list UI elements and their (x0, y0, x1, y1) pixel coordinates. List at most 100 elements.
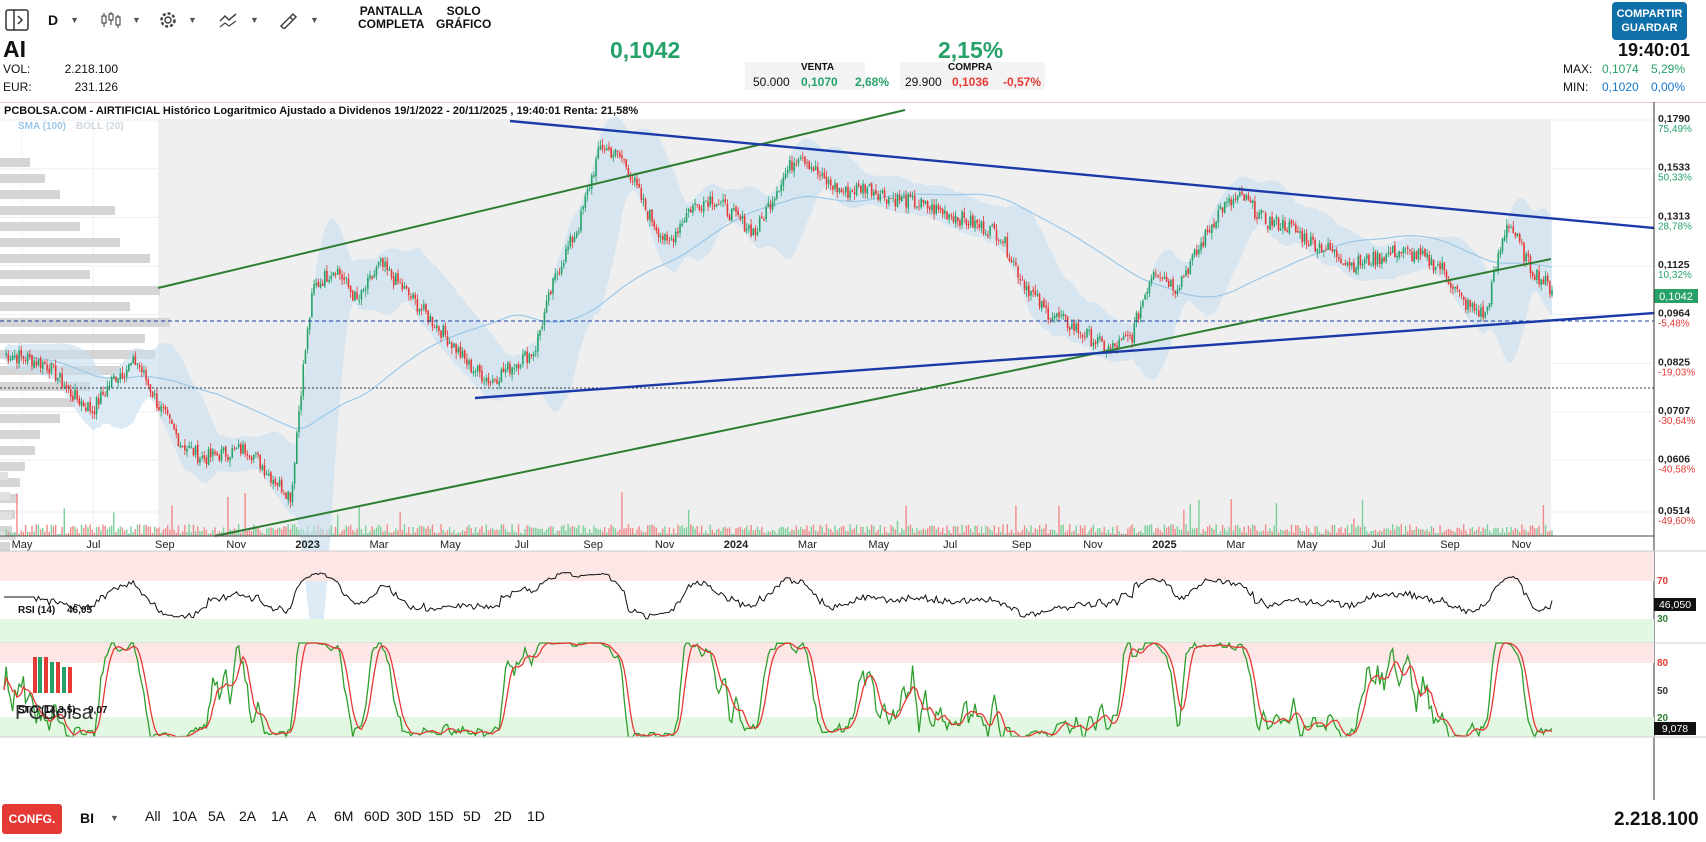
volume-bar (907, 526, 909, 536)
indicators-button[interactable]: ▼ (218, 8, 259, 32)
config-button[interactable]: CONFG. (2, 804, 62, 834)
volume-bar (524, 529, 526, 536)
candle-body (289, 492, 292, 502)
period-button-2d[interactable]: 2D (494, 808, 512, 824)
candle-body (147, 379, 150, 385)
candle-body (433, 327, 436, 329)
period-button-15d[interactable]: 15D (428, 808, 454, 824)
volume-bar (337, 514, 339, 536)
only-chart-button[interactable]: SOLO GRÁFICO (436, 5, 491, 33)
share-save-button[interactable]: COMPARTIR GUARDAR (1612, 2, 1687, 40)
period-button-60d[interactable]: 60D (364, 808, 390, 824)
period-button-5a[interactable]: 5A (208, 808, 226, 824)
volume-bar (754, 529, 757, 536)
volume-bar (1032, 532, 1034, 536)
volume-bar (448, 526, 451, 536)
volume-bar (692, 525, 694, 536)
volume-bar (1361, 499, 1364, 536)
volume-bar (382, 531, 384, 536)
candle-body (1064, 314, 1067, 317)
candle-body (315, 282, 317, 285)
volume-bar (82, 528, 85, 536)
candle-body (1299, 231, 1301, 234)
candle-body (547, 292, 550, 301)
chart-type-selector[interactable]: ▼ (100, 8, 141, 32)
volume-bar (569, 527, 571, 536)
volume-bar (1383, 528, 1385, 536)
period-selector[interactable]: D ▼ (48, 8, 79, 32)
trendline-green-upper[interactable] (157, 109, 906, 289)
candle-body (138, 365, 141, 368)
period-button-2a[interactable]: 2A (239, 808, 257, 824)
volume-bar (276, 528, 279, 536)
volume-bar (942, 527, 944, 536)
candle-body (117, 378, 119, 384)
fullscreen-button[interactable]: PANTALLA COMPLETA (358, 5, 424, 33)
volume-bar (1247, 525, 1250, 536)
sidebar-toggle-button[interactable] (5, 8, 29, 32)
candle-body (334, 273, 337, 275)
candle-body (1239, 192, 1241, 197)
volume-bar (963, 531, 965, 536)
volume-bar (1161, 532, 1164, 536)
candle-body (825, 176, 828, 185)
candle-body (801, 157, 804, 158)
candle-body (1114, 343, 1116, 346)
trendline-green-lower[interactable] (214, 258, 1552, 537)
candle-body (463, 349, 466, 359)
candle-body (532, 353, 535, 357)
candle-body (950, 215, 953, 217)
volume-bar (386, 524, 388, 536)
candle-body (969, 215, 972, 225)
period-button-a[interactable]: A (307, 808, 317, 824)
candle-body (1422, 250, 1424, 254)
trendline-blue-upper[interactable] (509, 119, 1655, 230)
drawing-tools-button[interactable]: ▼ (278, 8, 319, 32)
candle-body (392, 276, 395, 286)
volume-bar (1105, 532, 1108, 536)
candle-body (748, 225, 750, 229)
candle-body (67, 385, 70, 389)
volume-bar (1142, 532, 1144, 536)
candle-body (612, 154, 615, 158)
volume-bar (763, 532, 765, 536)
trendline-blue-lower[interactable] (474, 311, 1655, 400)
candle-body (961, 211, 963, 226)
period-button-all[interactable]: All (145, 808, 161, 824)
sto-level-80: 80 (1657, 658, 1669, 669)
candle-body (922, 199, 925, 203)
percent-tick-label: -5,48% (1658, 318, 1690, 329)
candle-body (1338, 257, 1340, 260)
period-button-30d[interactable]: 30D (396, 808, 422, 824)
volume-bar (39, 529, 42, 536)
volume-bar (29, 532, 31, 536)
period-button-6m[interactable]: 6M (334, 808, 354, 824)
volume-bar (392, 531, 395, 536)
settings-button[interactable]: ▼ (158, 8, 197, 32)
candle-body (1030, 290, 1032, 296)
period-button-1d[interactable]: 1D (527, 808, 545, 824)
volume-bar (698, 532, 701, 536)
volume-bar (1295, 525, 1297, 536)
x-tick-label: Sep (1012, 539, 1032, 551)
rsi-label: RSI (14) (18, 605, 56, 616)
candle-body (403, 286, 406, 289)
candle-body (31, 355, 33, 367)
volume-bar (1211, 527, 1213, 536)
period-button-5d[interactable]: 5D (463, 808, 481, 824)
volume-bar (1501, 528, 1504, 536)
candle-body (888, 197, 890, 204)
period-button-1a[interactable]: 1A (271, 808, 289, 824)
candle-body (216, 452, 218, 456)
volume-bar (879, 524, 881, 536)
candle-body (517, 364, 520, 369)
volume-bar (184, 524, 186, 536)
volume-bar (1512, 530, 1514, 536)
volume-bar (197, 526, 199, 536)
volume-bar (375, 527, 378, 536)
period-button-10a[interactable]: 10A (172, 808, 197, 824)
mode-selector[interactable]: BI ▼ (80, 810, 119, 826)
price-chart[interactable]: 0,179075,49%0,153350,33%0,131328,78%0,11… (0, 102, 1706, 800)
candle-body (1262, 211, 1265, 212)
candle-body (263, 465, 266, 476)
